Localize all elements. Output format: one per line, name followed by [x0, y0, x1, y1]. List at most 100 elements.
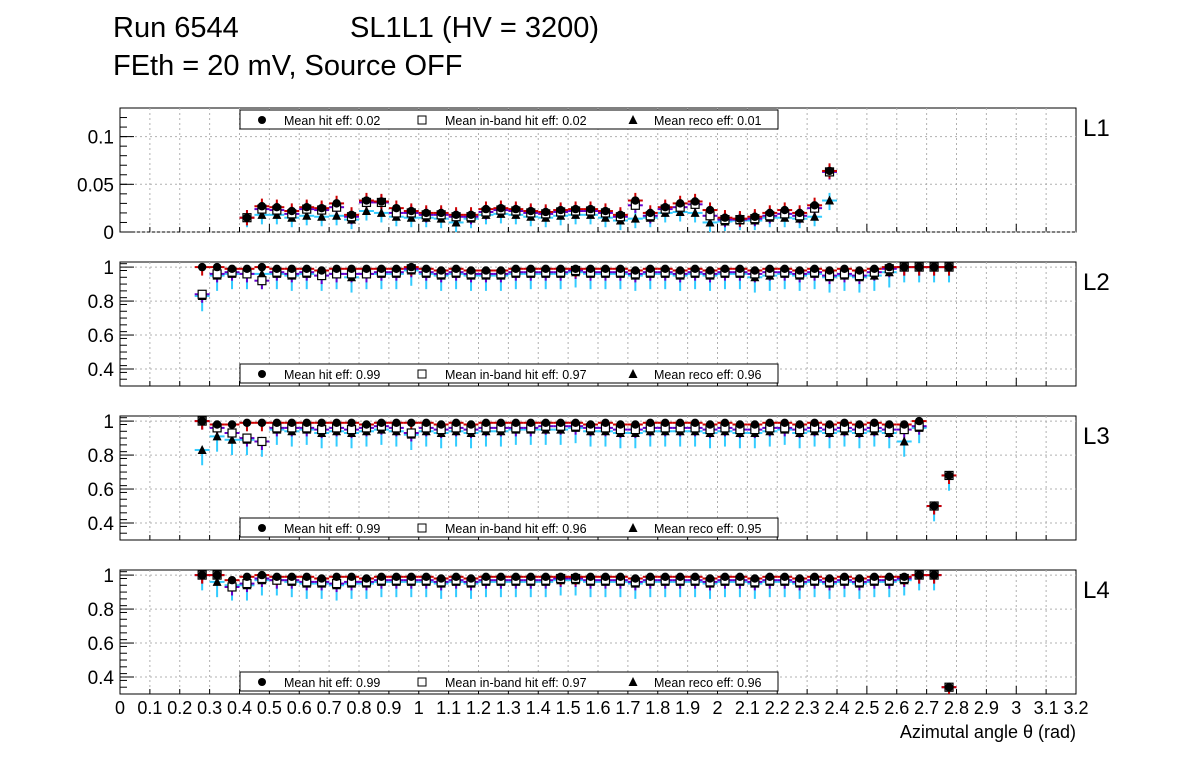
marker-hit — [227, 420, 237, 429]
marker-hit — [675, 199, 685, 208]
marker-hit — [914, 416, 924, 426]
marker-hit — [601, 418, 610, 427]
x-tick-label: 2.2 — [765, 698, 790, 718]
x-tick-label: 0.6 — [287, 698, 312, 718]
x-tick-label: 0.4 — [227, 698, 252, 718]
x-tick-label: 2.5 — [854, 698, 879, 718]
marker-hit — [332, 418, 341, 427]
marker-hit — [646, 208, 655, 218]
marker-hit — [810, 418, 819, 427]
marker-reco — [257, 209, 267, 219]
marker-hit — [705, 420, 715, 429]
marker-hit — [556, 418, 565, 427]
conditions-title: FEth = 20 mV, Source OFF — [113, 50, 463, 82]
x-tick-label: 1.2 — [466, 698, 491, 718]
marker-hit — [257, 202, 267, 211]
marker-hit — [526, 418, 535, 427]
marker-hit — [496, 572, 506, 581]
x-tick-label: 1.3 — [496, 698, 521, 718]
marker-hit — [750, 420, 760, 429]
marker-hit — [885, 572, 894, 581]
marker-reco — [451, 217, 461, 227]
y-tick-label: 1 — [103, 566, 114, 587]
x-tick-label: 1.5 — [556, 698, 581, 718]
marker-hit — [511, 264, 521, 273]
marker-hit — [332, 264, 341, 273]
marker-hit — [780, 205, 789, 215]
marker-hit — [690, 572, 700, 581]
legend-marker-reco — [628, 523, 638, 532]
panel-l3: 0.4 0.6 0.8 1 L3 Mean hit eff: 0.99 Mean in-ba… — [88, 412, 1110, 541]
x-tick-label: 0 — [115, 698, 125, 718]
marker-hit — [661, 264, 670, 273]
marker-hit — [197, 262, 207, 272]
marker-hit — [571, 572, 580, 581]
marker-hit — [944, 262, 954, 272]
x-tick-label: 2.8 — [944, 698, 969, 718]
marker-hit — [227, 264, 237, 273]
marker-hit — [690, 418, 700, 427]
legend: Mean hit eff: 0.99 Mean in-band hit eff: … — [239, 671, 779, 692]
chamber-title: SL1L1 (HV = 3200) — [350, 12, 600, 44]
marker-reco — [705, 217, 715, 227]
marker-hit — [855, 574, 864, 583]
marker-reco — [630, 213, 640, 223]
marker-hit — [840, 572, 849, 581]
marker-reco — [197, 444, 207, 454]
marker-hit — [526, 572, 535, 581]
marker-hit — [242, 264, 252, 273]
marker-hit — [601, 572, 610, 581]
marker-hit — [347, 418, 356, 427]
marker-reco — [361, 206, 371, 216]
marker-hit — [511, 572, 521, 581]
marker-hit — [586, 572, 595, 581]
marker-hit — [571, 204, 580, 214]
marker-hit — [855, 266, 864, 275]
marker-hit — [451, 210, 461, 220]
legend-inband: Mean in-band hit eff: 0.96 — [445, 522, 587, 536]
marker-hit — [690, 197, 700, 206]
x-tick-label: 1.6 — [585, 698, 610, 718]
marker-hit — [541, 207, 550, 217]
marker-hit — [362, 196, 371, 205]
marker-hit — [407, 418, 416, 427]
marker-hit — [377, 572, 386, 581]
marker-hit — [407, 262, 416, 272]
x-tick-label: 2.4 — [824, 698, 849, 718]
marker-reco — [825, 195, 835, 205]
marker-hit — [496, 203, 506, 213]
marker-hit — [825, 266, 834, 275]
panel-label-l4: L4 — [1083, 577, 1110, 604]
marker-hit — [392, 203, 401, 213]
x-tick-label: 2.7 — [914, 698, 939, 718]
marker-hit — [631, 196, 640, 205]
legend: Mean hit eff: 0.02 Mean in-band hit eff: … — [239, 109, 779, 130]
marker-hit — [825, 166, 834, 176]
marker-hit — [855, 420, 864, 429]
x-tick-label: 0.2 — [167, 698, 192, 718]
panel-l2: 0.4 0.6 0.8 1 L2 Mean hit eff: 0.99 Mean in-ba… — [88, 258, 1110, 387]
marker-hit — [780, 572, 789, 581]
panel-label-l1: L1 — [1083, 115, 1110, 142]
marker-hit — [870, 572, 879, 581]
marker-hit — [720, 418, 730, 427]
marker-hit — [197, 416, 207, 426]
legend-reco: Mean reco eff: 0.95 — [654, 522, 762, 536]
legend-marker-hit — [258, 678, 266, 686]
legend-box — [239, 109, 779, 130]
x-tick-label: 3 — [1011, 698, 1021, 718]
marker-hit — [750, 266, 760, 275]
marker-hit — [705, 266, 715, 275]
marker-hit — [616, 210, 625, 220]
legend-marker-inband — [417, 677, 427, 687]
marker-reco — [810, 211, 820, 221]
marker-hit — [870, 264, 879, 273]
legend-hit: Mean hit eff: 0.99 — [284, 368, 380, 382]
marker-hit — [377, 418, 386, 427]
x-tick-label: 3.2 — [1063, 698, 1088, 718]
marker-hit — [242, 418, 252, 427]
marker-hit — [481, 572, 491, 581]
legend: Mean hit eff: 0.99 Mean in-band hit eff: … — [239, 363, 779, 384]
legend-marker-hit — [258, 116, 266, 124]
marker-hit — [541, 418, 550, 427]
